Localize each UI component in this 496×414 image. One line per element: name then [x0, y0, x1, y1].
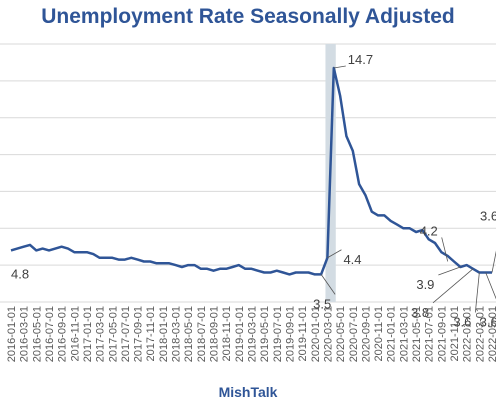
data-label-layer: 4.814.74.43.54.23.93.83.63.63.63: [11, 52, 496, 330]
x-tick-label: 2017-11-01: [145, 306, 157, 361]
x-tick-label: 2019-11-01: [297, 306, 309, 361]
x-tick-label: 2016-07-01: [44, 306, 56, 362]
x-tick-label: 2019-01-01: [234, 306, 246, 362]
x-tick-label: 2020-09-01: [360, 306, 372, 362]
x-tick-label: 2020-01-01: [310, 306, 322, 362]
x-tick-label: 2022-05-01: [487, 306, 496, 362]
x-tick-label: 2020-03-01: [322, 306, 334, 362]
x-tick-label: 2019-09-01: [285, 306, 297, 362]
x-tick-label: 2020-07-01: [348, 306, 360, 362]
data-label: 4.2: [420, 223, 438, 238]
data-label: 3.5: [313, 296, 331, 311]
x-tick-label-layer: 2016-01-01 2016-03-01 2016-05-01 2016-07-01…: [6, 306, 496, 362]
leader-line: [333, 65, 346, 69]
data-label: 4.8: [11, 266, 29, 281]
data-label: 3.6: [480, 315, 496, 330]
data-label: 3.6: [453, 315, 471, 330]
leader-line: [320, 274, 336, 295]
x-tick-label: 2017-07-01: [120, 306, 132, 362]
leader-line: [485, 272, 496, 300]
x-tick-label: 2017-05-01: [107, 306, 119, 362]
x-tick-label: 2019-05-01: [259, 306, 271, 362]
x-tick-label: 2017-03-01: [95, 306, 107, 362]
leader-line: [438, 266, 461, 276]
source-label: MishTalk: [218, 384, 278, 400]
chart-title: Unemployment Rate Seasonally Adjusted: [41, 5, 455, 28]
leader-line: [491, 250, 496, 273]
x-tick-label: 2021-03-01: [398, 306, 410, 362]
series-line-layer: [10, 66, 492, 276]
x-tick-label: 2016-09-01: [57, 306, 69, 362]
leader-line-layer: [320, 65, 496, 313]
data-label: 4.4: [343, 252, 361, 267]
x-tick-label: 2021-07-01: [424, 306, 436, 362]
leader-line: [432, 268, 474, 304]
x-tick-label: 2019-07-01: [272, 306, 284, 362]
x-tick-label: 2018-01-01: [158, 306, 170, 362]
x-tick-label: 2021-01-01: [386, 306, 398, 362]
leader-line: [441, 237, 449, 262]
leader-line: [474, 272, 480, 313]
leader-line: [327, 249, 342, 259]
data-label: 14.7: [348, 52, 373, 67]
x-tick-label: 2018-03-01: [171, 306, 183, 362]
x-tick-label: 2022-03-01: [474, 306, 486, 362]
data-label: 3.6: [480, 209, 496, 224]
x-tick-label: 2018-05-01: [183, 306, 195, 362]
data-label: 3.9: [416, 277, 434, 292]
x-tick-label: 2018-11-01: [221, 306, 233, 361]
x-tick-label: 2016-01-01: [6, 306, 18, 362]
x-tick-label: 2021-11-01: [449, 306, 461, 361]
data-label: 3.8: [411, 305, 429, 320]
x-tick-label: 2019-03-01: [247, 306, 259, 362]
x-tick-label: 2021-05-01: [411, 306, 423, 362]
x-tick-label: 2016-11-01: [69, 306, 81, 361]
x-tick-label: 2018-09-01: [209, 306, 221, 362]
x-tick-label: 2017-01-01: [82, 306, 94, 362]
series-line: [10, 66, 492, 276]
x-tick-label: 2020-11-01: [373, 306, 385, 361]
x-tick-label: 2016-03-01: [19, 306, 31, 362]
x-tick-label: 2018-07-01: [196, 306, 208, 362]
x-tick-label: 2021-09-01: [436, 306, 448, 362]
x-tick-label: 2020-05-01: [335, 306, 347, 362]
x-tick-label: 2022-01-01: [462, 306, 474, 362]
x-tick-label: 2016-05-01: [31, 306, 43, 362]
grid-lines: [0, 43, 496, 303]
x-tick-label: 2017-09-01: [133, 306, 145, 362]
